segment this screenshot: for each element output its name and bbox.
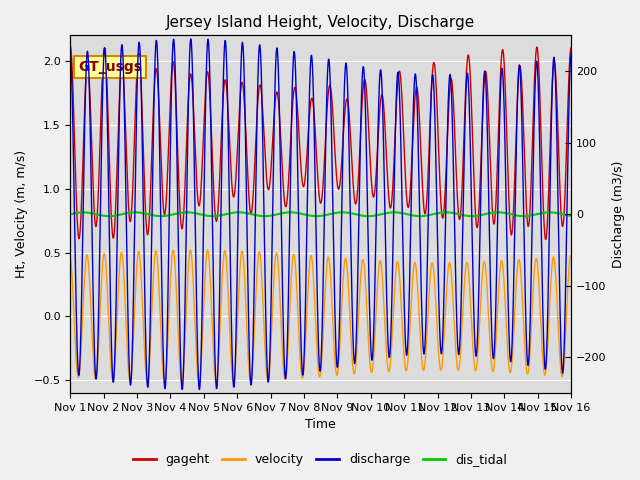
Line: gageht: gageht [70,46,571,240]
dis_tidal [67,211,74,217]
Line: discharge: discharge [70,39,571,389]
gageht [392,112,400,118]
gageht [258,92,266,98]
Text: GT_usgs: GT_usgs [78,60,142,74]
dis_tidal [287,209,294,215]
velocity [478,273,486,279]
dis_tidal [364,213,372,219]
dis_tidal [567,213,575,219]
discharge [478,123,486,129]
dis_tidal [157,213,165,219]
discharge [187,36,195,42]
gageht [367,166,374,172]
discharge [179,386,186,392]
velocity [440,334,448,339]
gageht [440,208,448,214]
discharge [157,248,165,254]
discharge [367,345,374,351]
velocity [258,275,266,281]
dis_tidal [367,213,374,219]
gageht [67,43,74,48]
velocity [567,253,575,259]
velocity [392,265,400,271]
gageht [157,162,165,168]
discharge [567,51,575,57]
Title: Jersey Island Height, Velocity, Discharge: Jersey Island Height, Velocity, Discharg… [166,15,476,30]
discharge [258,92,266,97]
discharge [67,52,74,58]
gageht [567,45,575,50]
Y-axis label: Discharge (m3/s): Discharge (m3/s) [612,160,625,268]
velocity [157,337,165,343]
gageht [478,126,486,132]
Line: velocity: velocity [70,250,571,383]
dis_tidal [392,209,400,215]
velocity [67,254,74,260]
discharge [392,98,400,104]
discharge [440,285,448,290]
dis_tidal [258,213,266,219]
dis_tidal [478,212,486,218]
gageht [542,237,550,242]
velocity [195,380,203,386]
Line: dis_tidal: dis_tidal [70,212,571,216]
velocity [367,368,374,374]
X-axis label: Time: Time [305,419,336,432]
velocity [186,247,194,253]
dis_tidal [440,209,448,215]
Y-axis label: Ht, Velocity (m, m/s): Ht, Velocity (m, m/s) [15,150,28,278]
Legend: gageht, velocity, discharge, dis_tidal: gageht, velocity, discharge, dis_tidal [128,448,512,471]
